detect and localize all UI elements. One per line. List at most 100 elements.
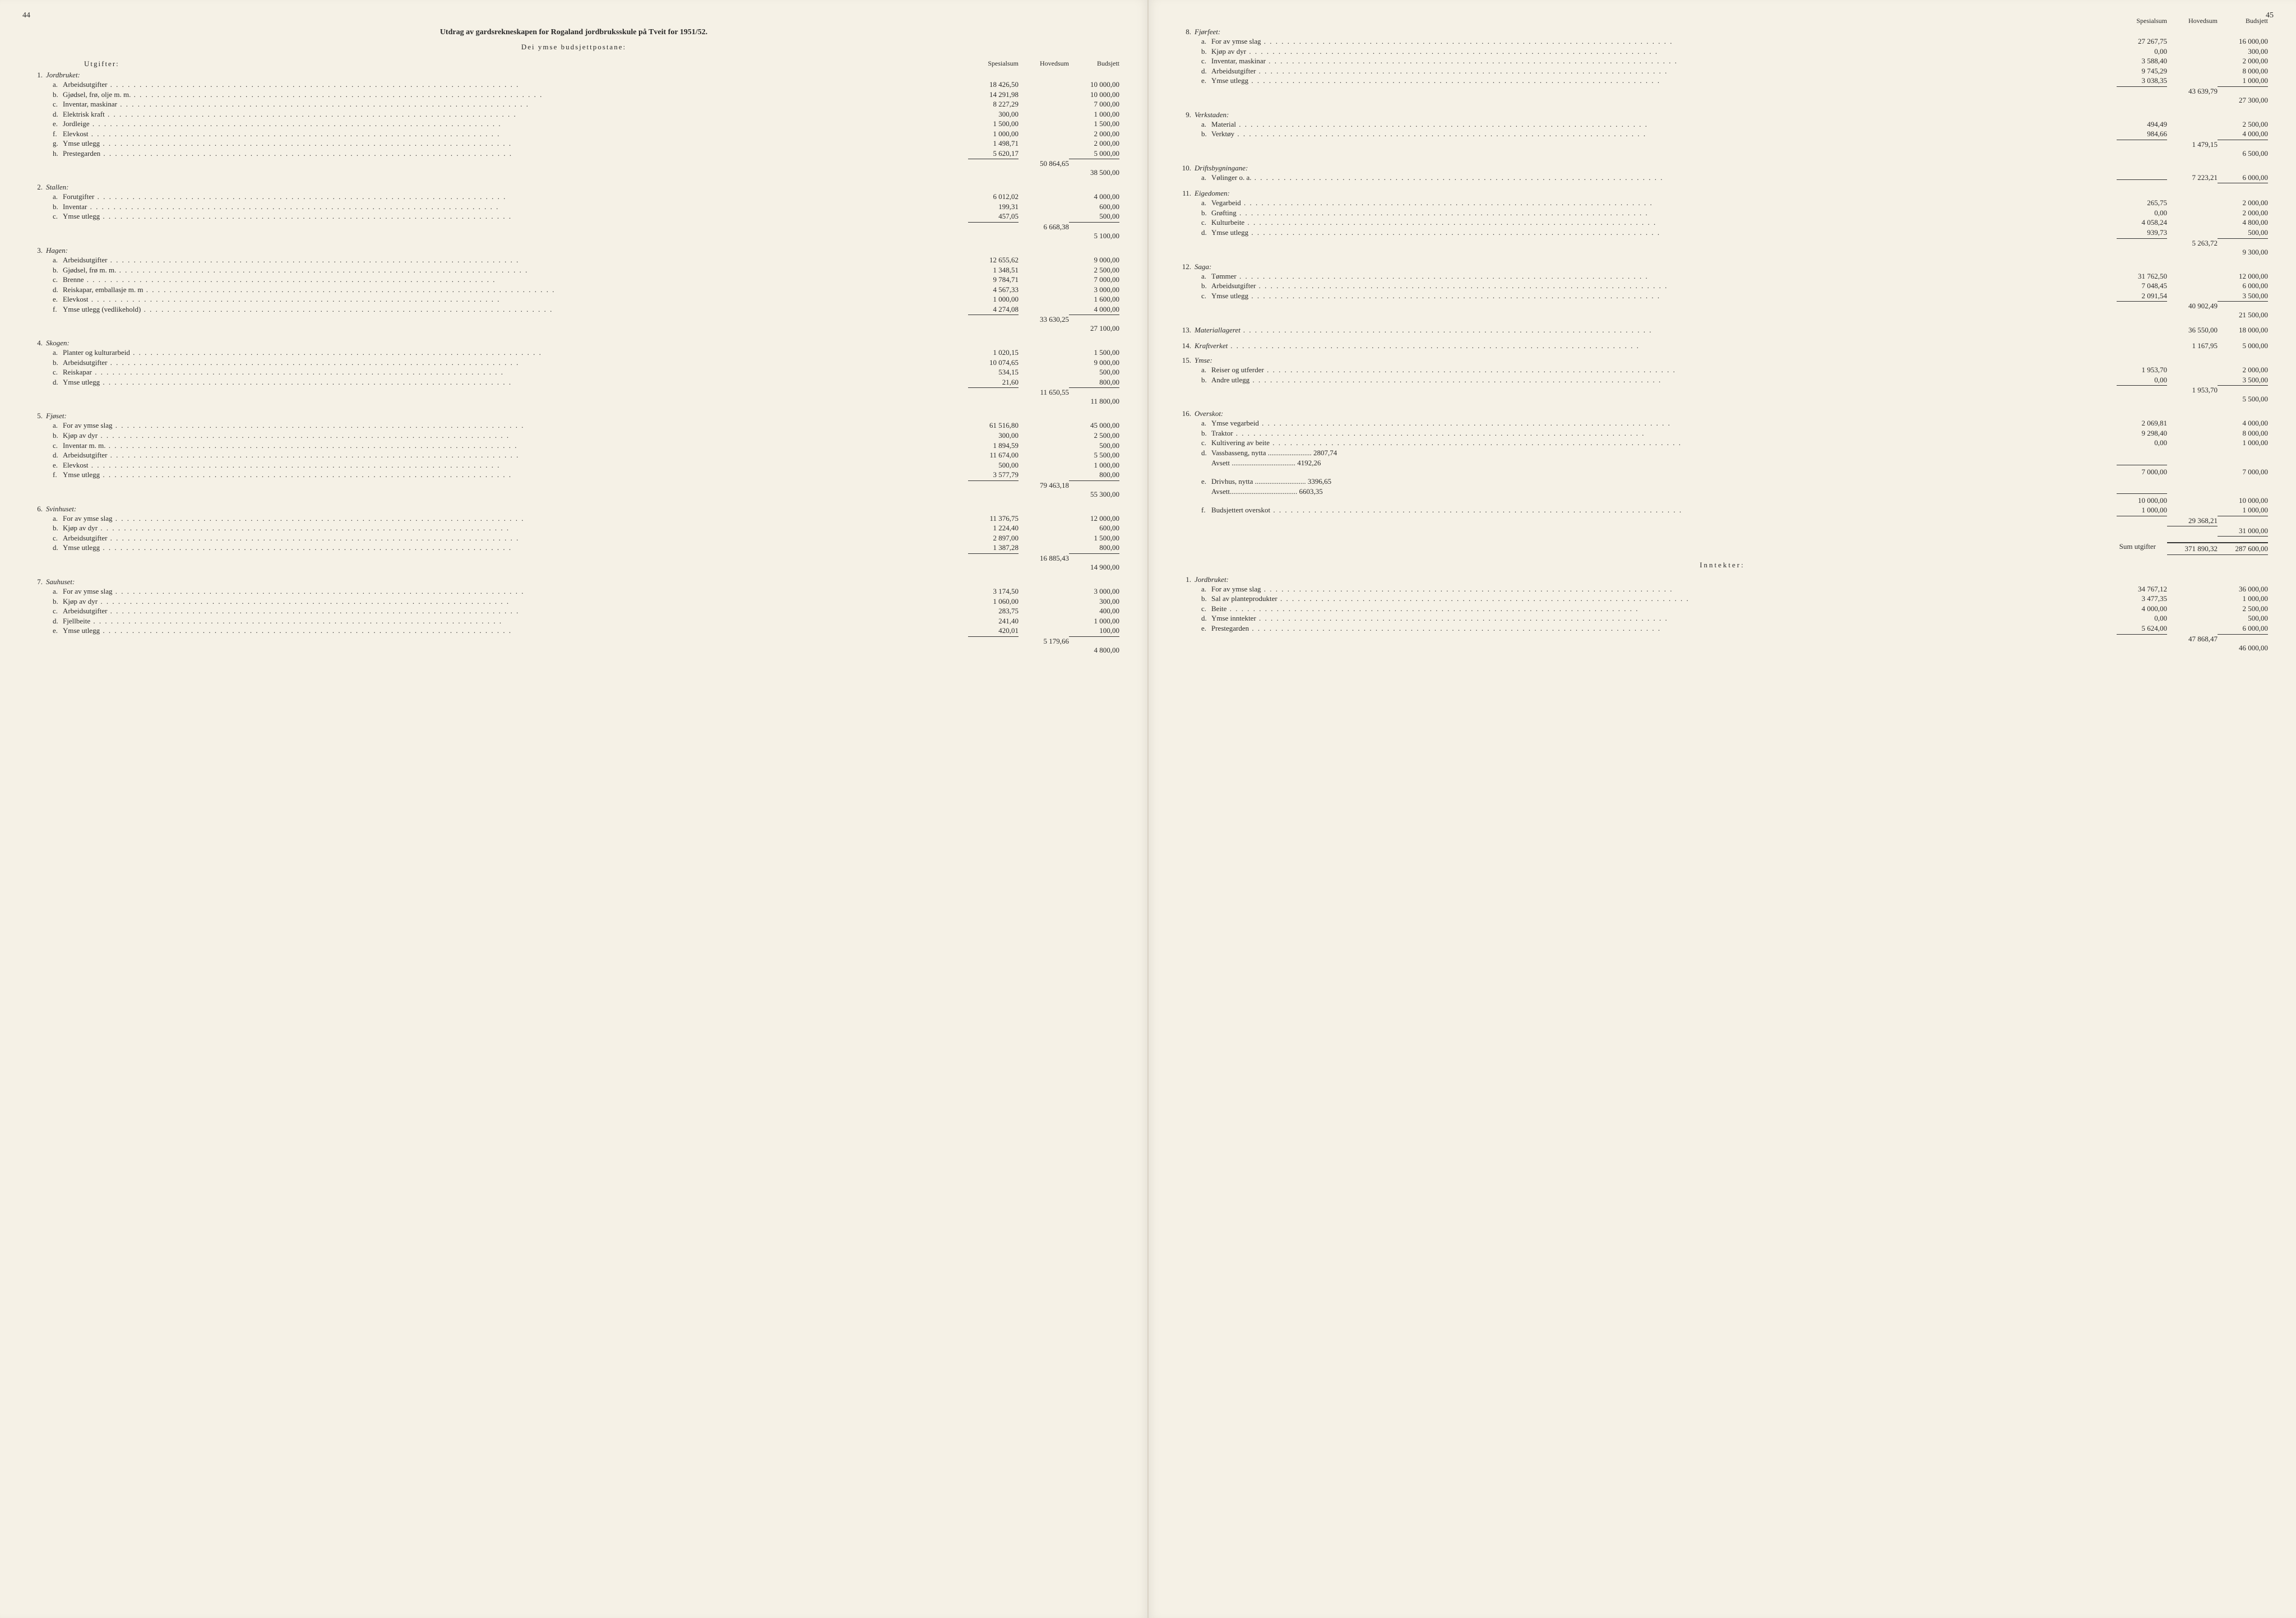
line-item: c.Reiskapar534,15500,00 xyxy=(28,367,1119,377)
group-budtotal-row: 38 500,00 xyxy=(28,168,1119,177)
item-label: Ymse utlegg xyxy=(63,377,968,387)
item-letter: e. xyxy=(53,119,63,129)
item-letter: a. xyxy=(53,420,63,431)
item-letter: c. xyxy=(1201,604,1211,614)
budsjett-total: 6 500,00 xyxy=(2218,149,2268,158)
spesialsum-value: 21,60 xyxy=(968,377,1019,389)
spesialsum-value: 4 000,00 xyxy=(2117,604,2167,614)
line-item: b.Gjødsel, frø, olje m. m.14 291,9810 00… xyxy=(28,90,1119,100)
spesialsum-value: 9 298,40 xyxy=(2117,428,2167,438)
budsjett-value: 2 500,00 xyxy=(1069,431,1119,441)
item-label: Elektrisk kraft xyxy=(63,109,968,119)
item-letter: b. xyxy=(53,90,63,100)
item-label: Arbeidsutgifter xyxy=(63,358,968,368)
budsjett-value: 400,00 xyxy=(1069,606,1119,616)
line-item: c.Arbeidsutgifter2 897,001 500,00 xyxy=(28,533,1119,543)
budsjett-value: 1 500,00 xyxy=(1069,348,1119,358)
budget-group: 12.Saga:a.Tømmer31 762,5012 000,00b.Arbe… xyxy=(1177,262,2268,320)
item-label: Gjødsel, frø m. m. xyxy=(63,265,968,275)
spesialsum-value: 34 767,12 xyxy=(2117,584,2167,594)
group-name: Materiallageret xyxy=(1195,325,2117,335)
spesialsum-value: 8 227,29 xyxy=(968,99,1019,109)
budsjett-value: 3 500,00 xyxy=(2218,291,2268,302)
hovedsum-value: 40 902,49 xyxy=(2167,302,2218,311)
hovedsum-value: 11 650,55 xyxy=(1019,388,1069,397)
line-item: c.Inventar, maskinar8 227,297 000,00 xyxy=(28,99,1119,109)
group-budtotal-row: 14 900,00 xyxy=(28,563,1119,572)
item-letter: a. xyxy=(1201,198,1211,208)
line-item: b.Kjøp av dyr300,002 500,00 xyxy=(28,431,1119,441)
budget-group: 15.Ymse:a.Reiser og utferder1 953,702 00… xyxy=(1177,356,2268,404)
item-letter: a. xyxy=(1201,119,1211,130)
item-letter: h. xyxy=(53,149,63,159)
item-label: Material xyxy=(1211,119,2117,130)
line-item: a.Planter og kulturarbeid1 020,151 500,0… xyxy=(28,348,1119,358)
hovedsum-value: 1 479,15 xyxy=(2167,140,2218,149)
budsjett-value: 2 500,00 xyxy=(2218,119,2268,130)
item-letter: b. xyxy=(1201,594,1211,604)
item-label: Ymse utlegg xyxy=(63,138,968,149)
page-44: 44 Utdrag av gardsrekneskapen for Rogala… xyxy=(0,0,1149,1618)
spesialsum-value: 4 058,24 xyxy=(2117,218,2167,228)
item-letter: d. xyxy=(1201,66,1211,76)
line-item: h.Prestegarden5 620,175 000,00 xyxy=(28,149,1119,160)
item-letter: d. xyxy=(53,616,63,626)
item-letter: c. xyxy=(1201,291,1211,301)
budsjett-value: 8 000,00 xyxy=(2218,66,2268,76)
budsjett-value: 500,00 xyxy=(2218,613,2268,623)
budget-group: 11.Eigedomen:a.Vegarbeid265,752 000,00b.… xyxy=(1177,189,2268,256)
budsjett-value: 500,00 xyxy=(2218,228,2268,239)
item-letter: b. xyxy=(1201,208,1211,218)
budsjett-value: 500,00 xyxy=(1069,367,1119,377)
budsjett-total: 55 300,00 xyxy=(1069,490,1119,499)
budsjett-value: 7 000,00 xyxy=(1069,275,1119,285)
budsjett-total: 46 000,00 xyxy=(2218,644,2268,653)
budsjett-total: 21 500,00 xyxy=(2218,311,2268,320)
line-item: a.For av ymse slag3 174,503 000,00 xyxy=(28,586,1119,597)
spesialsum-value: 0,00 xyxy=(2117,375,2167,386)
spesialsum-value: 5 624,00 xyxy=(2117,623,2167,635)
budsjett-value: 1 000,00 xyxy=(2218,594,2268,604)
budsjett-value: 1 500,00 xyxy=(1069,119,1119,129)
page-number-left: 44 xyxy=(22,11,30,20)
budsjett-value: 6 000,00 xyxy=(2218,281,2268,291)
line-item: a.For av ymse slag34 767,1236 000,00 xyxy=(1177,584,2268,594)
group-title: 16.Overskot: xyxy=(1177,409,2268,418)
budsjett-value: 4 000,00 xyxy=(1069,304,1119,316)
budsjett-value: 800,00 xyxy=(1069,543,1119,554)
item-label: Grøfting xyxy=(1211,208,2117,218)
item-label: Ymse utlegg xyxy=(1211,291,2117,301)
group-title: 5.Fjøset: xyxy=(28,412,1119,420)
spesialsum-value: 9 784,71 xyxy=(968,275,1019,285)
item-letter: a. xyxy=(53,80,63,90)
item-letter: b. xyxy=(53,265,63,275)
item-letter: c. xyxy=(53,275,63,285)
document-subtitle: Dei ymse budsjettpostane: xyxy=(28,43,1119,52)
col-hovedsum: Hovedsum xyxy=(1019,59,1069,68)
item-label: Vegarbeid xyxy=(1211,198,2117,208)
group-budtotal-row: 9 300,00 xyxy=(1177,248,2268,257)
line-item: d.Ymse utlegg939,73500,00 xyxy=(1177,228,2268,239)
spesialsum-value: 300,00 xyxy=(968,431,1019,441)
sum-utgifter-hoved: 371 890,32 xyxy=(2167,542,2218,555)
budsjett-total: 4 800,00 xyxy=(1069,646,1119,655)
spesialsum-value: 0,00 xyxy=(2117,208,2167,218)
group-hovedsum-row: 11 650,55 xyxy=(28,388,1119,397)
group-hovedsum-row: 33 630,25 xyxy=(28,315,1119,324)
budsjett-value: 1 000,00 xyxy=(1069,460,1119,470)
spesialsum-value: 11 674,00 xyxy=(968,450,1019,460)
inntekter-heading: Inntekter: xyxy=(1177,561,2268,570)
spesialsum-value: 199,31 xyxy=(968,202,1019,212)
line-item: e.Ymse utlegg420,01100,00 xyxy=(28,626,1119,637)
utgifter-heading: Utgifter: xyxy=(28,59,968,68)
item-letter: c. xyxy=(1201,218,1211,228)
item-letter: a. xyxy=(53,348,63,358)
line-item: c.Arbeidsutgifter283,75400,00 xyxy=(28,606,1119,616)
line-item: d.Ymse utlegg1 387,28800,00 xyxy=(28,543,1119,554)
spesialsum-value: 11 376,75 xyxy=(968,514,1019,524)
line-item: c.Beite4 000,002 500,00 xyxy=(1177,604,2268,614)
line-item: b.Arbeidsutgifter7 048,456 000,00 xyxy=(1177,281,2268,291)
line-item: a.Reiser og utferder1 953,702 000,00 xyxy=(1177,365,2268,375)
item-letter: b. xyxy=(53,431,63,441)
budsjett-value: 1 000,00 xyxy=(2218,438,2268,448)
